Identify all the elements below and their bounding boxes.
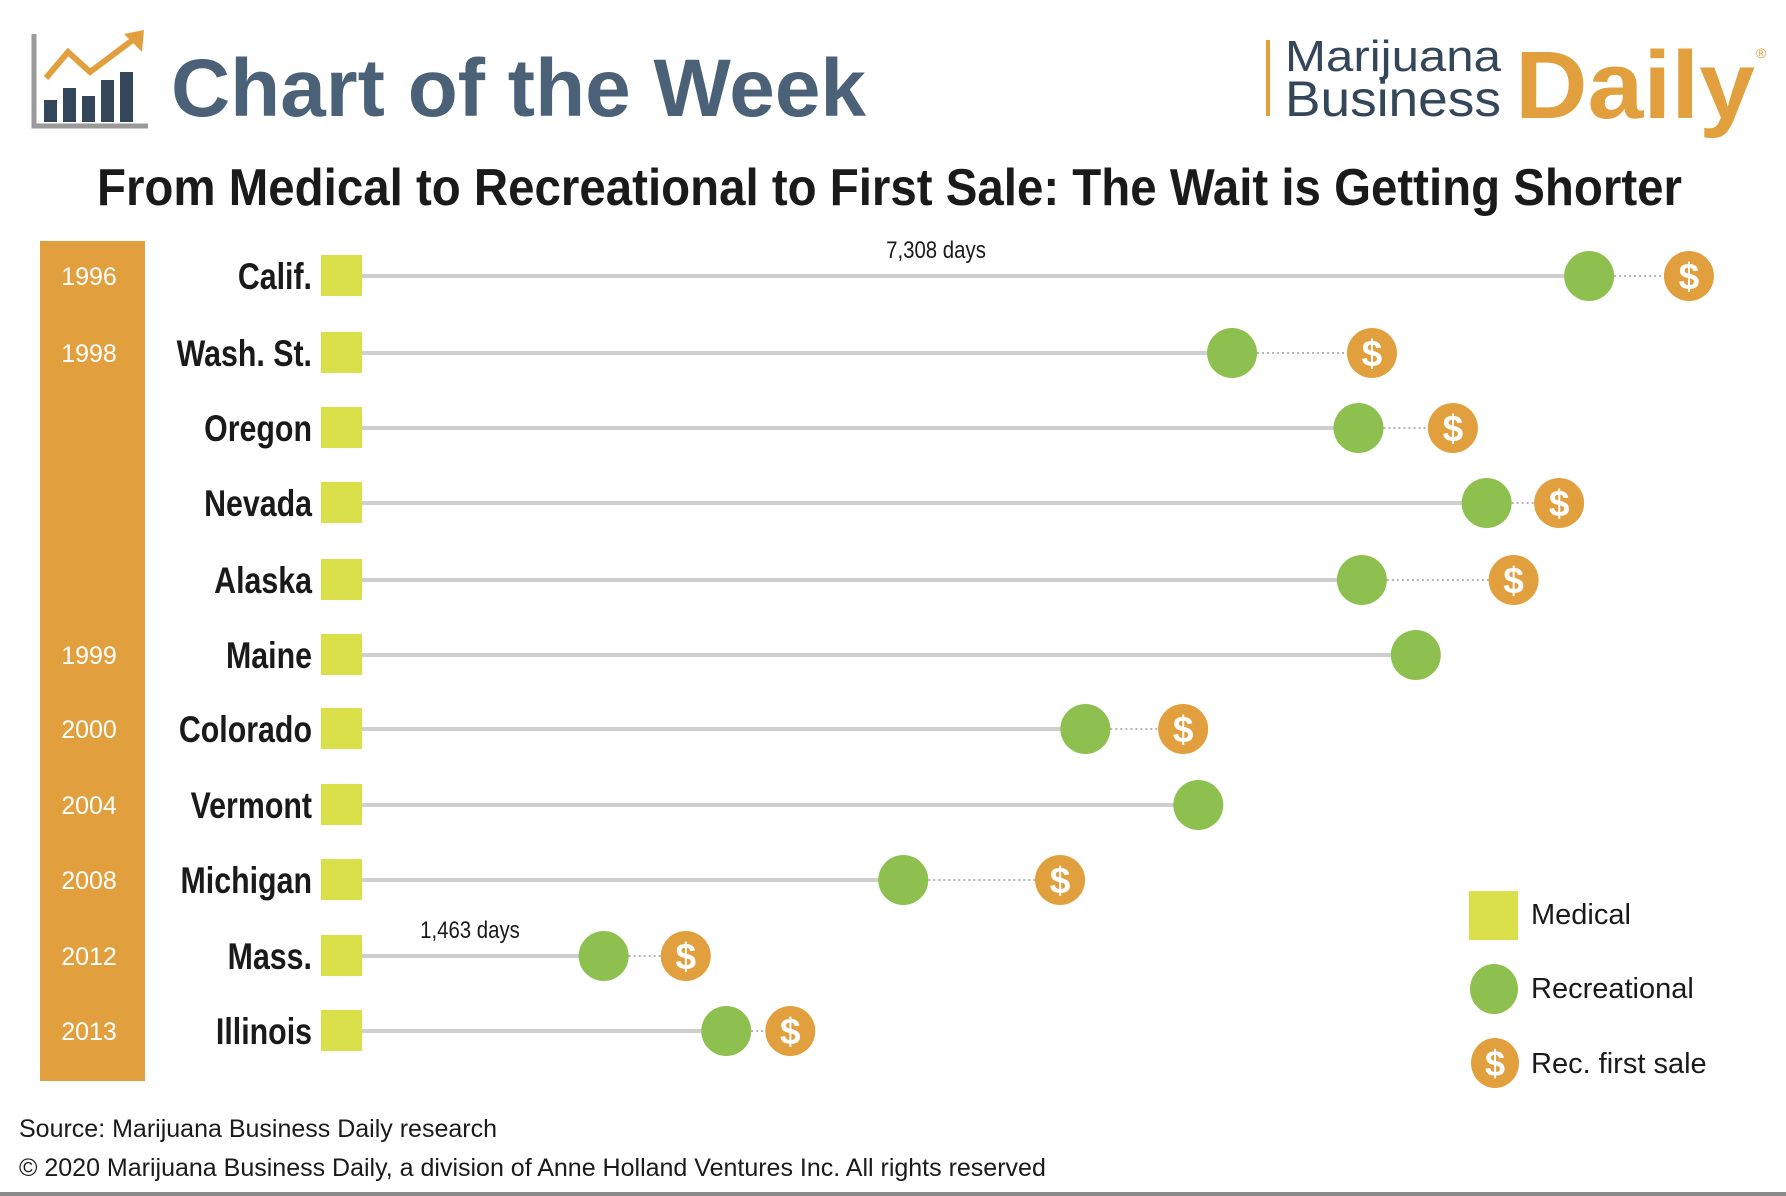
legend-dollar-icon: $ xyxy=(1471,1038,1519,1088)
dollar-icon: $ xyxy=(1050,860,1071,901)
dollar-icon: $ xyxy=(1549,483,1570,524)
dollar-icon: $ xyxy=(675,936,696,977)
year-label: 1998 xyxy=(61,340,117,368)
recreational-marker xyxy=(1333,403,1384,453)
medical-marker xyxy=(321,784,362,825)
year-label: 1996 xyxy=(61,263,117,291)
svg-text:$: $ xyxy=(1485,1043,1505,1084)
header-title: Chart of the Week xyxy=(171,43,866,134)
legend-recreational-swatch xyxy=(1470,964,1518,1014)
days-label: 1,463 days xyxy=(420,916,520,943)
dollar-icon: $ xyxy=(1173,709,1194,750)
state-label: Wash. St. xyxy=(177,333,312,375)
first-sale-marker xyxy=(660,931,711,981)
first-sale-marker xyxy=(1663,251,1714,301)
medical-marker xyxy=(321,332,362,373)
year-label: 1999 xyxy=(61,642,117,670)
legend-medical-label: Medical xyxy=(1531,899,1631,931)
first-sale-marker xyxy=(1488,555,1539,605)
dollar-icon: $ xyxy=(1503,560,1524,601)
logo-daily: Daily xyxy=(1515,32,1755,139)
legend: Medical Recreational $ Rec. first sale xyxy=(1469,891,1707,1088)
year-label: 2012 xyxy=(61,943,117,971)
first-sale-marker xyxy=(1035,855,1086,905)
recreational-marker xyxy=(578,931,629,981)
dollar-icon: $ xyxy=(1443,408,1464,449)
state-label: Maine xyxy=(226,635,312,677)
state-label: Colorado xyxy=(179,709,312,751)
recreational-marker xyxy=(1564,251,1615,301)
medical-marker xyxy=(321,482,362,523)
medical-marker xyxy=(321,559,362,600)
recreational-marker xyxy=(701,1006,752,1056)
brand-logo: Marijuana Business Daily ® xyxy=(1266,32,1767,139)
dollar-icon: $ xyxy=(780,1011,801,1052)
recreational-marker xyxy=(1336,555,1387,605)
state-label: Oregon xyxy=(204,408,312,450)
medical-marker xyxy=(321,859,362,900)
copyright-note: © 2020 Marijuana Business Daily, a divis… xyxy=(19,1154,1046,1182)
year-label: 2013 xyxy=(61,1018,117,1046)
medical-marker xyxy=(321,407,362,448)
first-sale-marker xyxy=(1534,478,1585,528)
chart-rows: 1996 Calif. $7,308 days 1998 Wash. St. $ Orego… xyxy=(61,236,1714,1056)
state-label: Vermont xyxy=(191,785,312,827)
year-label: 2008 xyxy=(61,867,117,895)
year-column xyxy=(40,241,145,1081)
first-sale-marker xyxy=(1346,328,1397,378)
logo-marijuana: Marijuana xyxy=(1285,32,1502,81)
medical-marker xyxy=(321,935,362,976)
days-label: 7,308 days xyxy=(886,236,986,263)
first-sale-marker xyxy=(765,1006,816,1056)
first-sale-marker xyxy=(1427,403,1478,453)
state-label: Alaska xyxy=(214,560,313,602)
state-label: Illinois xyxy=(216,1011,312,1053)
state-label: Nevada xyxy=(204,483,313,525)
chart-icon xyxy=(31,30,148,129)
year-label: 2004 xyxy=(61,792,117,820)
source-note: Source: Marijuana Business Daily researc… xyxy=(19,1115,497,1143)
dollar-icon: $ xyxy=(1679,256,1700,297)
medical-marker xyxy=(321,708,362,749)
state-label: Michigan xyxy=(181,860,312,902)
recreational-marker xyxy=(1173,780,1224,830)
year-label: 2000 xyxy=(61,716,117,744)
recreational-marker xyxy=(878,855,929,905)
recreational-marker xyxy=(1461,478,1512,528)
medical-marker xyxy=(321,1010,362,1051)
first-sale-marker xyxy=(1158,704,1209,754)
recreational-marker xyxy=(1207,328,1258,378)
logo-registered: ® xyxy=(1756,45,1767,61)
dollar-icon: $ xyxy=(1362,333,1383,374)
bottom-rule xyxy=(0,1192,1786,1196)
state-label: Mass. xyxy=(228,936,312,978)
medical-marker xyxy=(321,634,362,675)
legend-first-sale-label: Rec. first sale xyxy=(1531,1048,1707,1080)
chart-title: From Medical to Recreational to First Sa… xyxy=(97,159,1682,217)
medical-marker xyxy=(321,255,362,296)
legend-recreational-label: Recreational xyxy=(1531,973,1694,1005)
legend-medical-swatch xyxy=(1469,891,1518,940)
logo-business: Business xyxy=(1285,71,1501,127)
recreational-marker xyxy=(1390,630,1441,680)
state-label: Calif. xyxy=(238,256,312,298)
recreational-marker xyxy=(1060,704,1111,754)
